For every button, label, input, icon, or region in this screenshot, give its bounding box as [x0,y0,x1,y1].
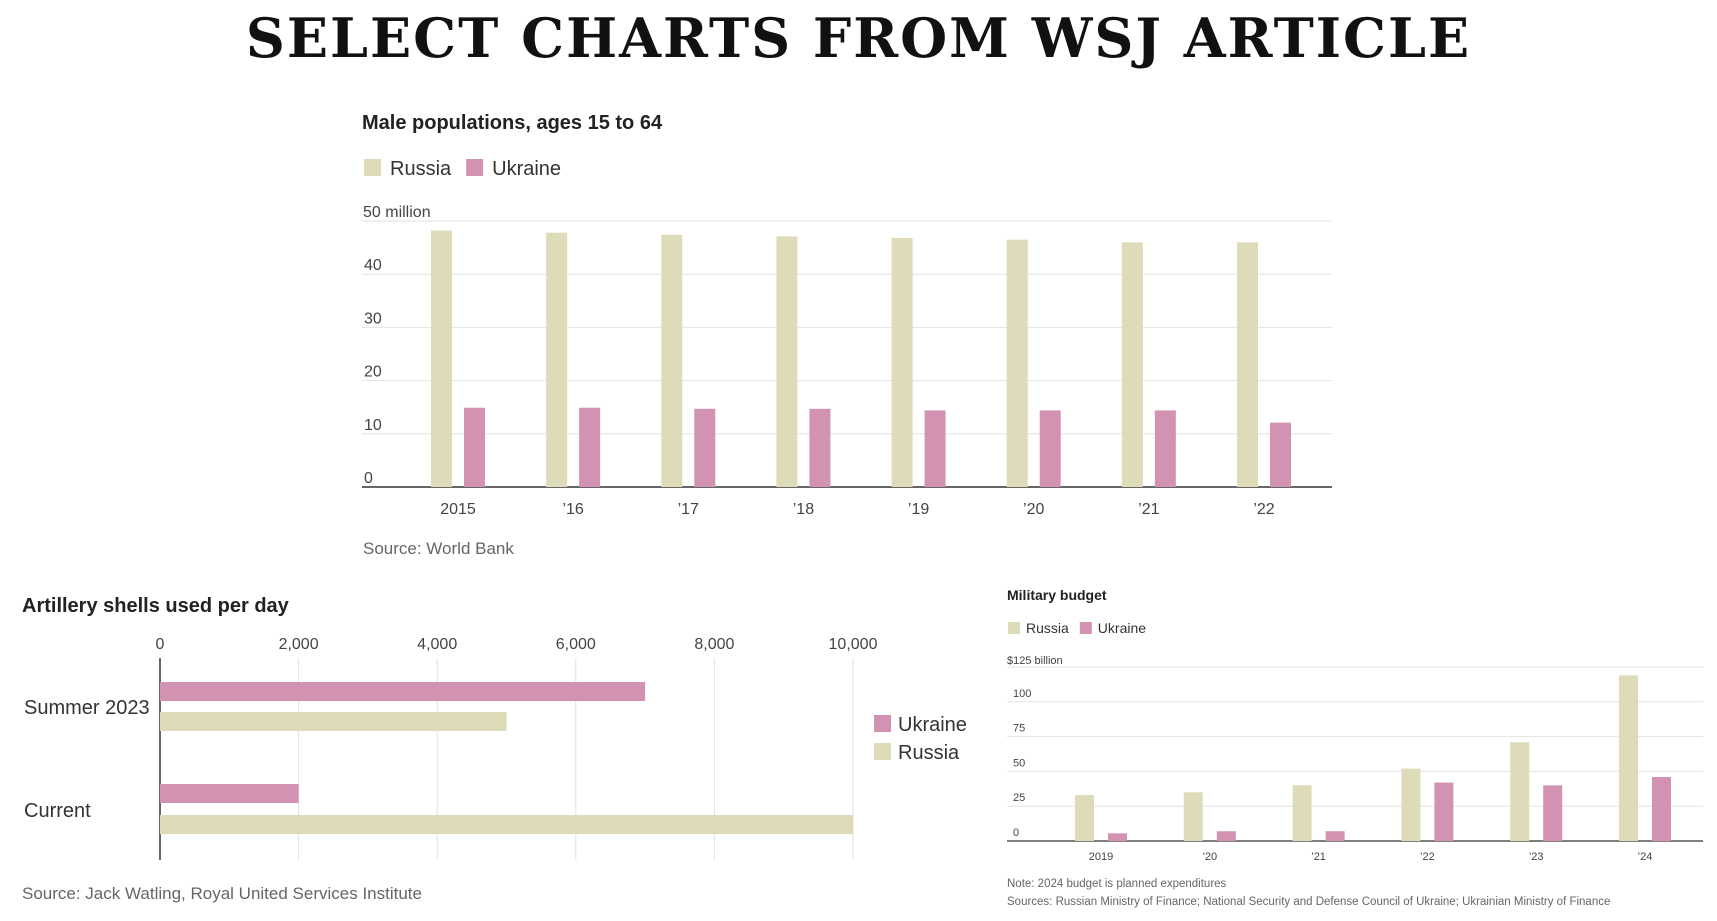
chart2-legend-label-russia: Russia [898,742,960,764]
chart3-bar-russia [1075,795,1094,841]
chart1-bar-russia [1121,242,1143,487]
chart1-y-tick-label: 30 [364,310,382,327]
chart1-y-tick-label: 0 [364,470,373,487]
chart3-x-tick-label: ’23 [1529,851,1544,863]
chart1-x-tick-label: ’22 [1253,501,1274,518]
chart2-category-label: Summer 2023 [24,697,150,719]
chart3-bar-russia [1292,785,1312,841]
chart1-x-tick-label: 2015 [440,501,476,518]
chart1-bar-ukraine [694,408,716,487]
chart2-bar-russia [160,815,853,834]
chart3-y-tick-label: 0 [1013,827,1019,839]
chart1-bar-ukraine [1270,422,1291,487]
chart1-x-tick-label: ’18 [793,501,814,518]
chart1-legend-label-russia: Russia [390,158,452,180]
chart1-bar-ukraine [579,407,601,487]
chart1-bar-ukraine [1039,410,1061,487]
chart1-bar-russia [776,236,798,487]
chart1-bar-ukraine [1154,410,1176,487]
chart2-x-tick-label: 0 [156,636,165,653]
chart1-bar-russia [891,238,913,487]
chart1-bar-ukraine [924,410,946,487]
chart1-bar-ukraine [464,407,485,487]
chart2-legend-label-ukraine: Ukraine [898,714,967,736]
chart2-legend-swatch-ukraine [874,715,891,732]
chart1-bar-russia [1237,242,1258,487]
chart1-x-tick-label: ’20 [1023,501,1044,518]
chart1-x-tick-label: ’19 [908,501,929,518]
chart2-bar-ukraine [160,682,646,701]
chart2-bar-ukraine [160,784,299,803]
chart3-legend-label-russia: Russia [1026,620,1069,636]
chart2-x-tick-label: 2,000 [279,636,319,653]
chart3-note: Note: 2024 budget is planned expenditure… [1007,878,1227,890]
chart1-y-tick-label: 40 [364,257,382,274]
chart3-y-tick-label: 75 [1013,723,1025,735]
chart3-bar-ukraine [1325,831,1345,841]
chart1-title: Male populations, ages 15 to 64 [362,112,663,134]
chart2-legend-swatch-russia [874,743,891,760]
chart3-source: Sources: Russian Ministry of Finance; Na… [1007,896,1610,908]
chart1-legend-swatch-russia [364,159,381,176]
chart3-bar-ukraine [1543,785,1563,841]
chart3-bar-russia [1401,768,1421,841]
chart3-x-tick-label: 2019 [1089,851,1113,863]
chart3-bar-ukraine [1434,782,1454,841]
chart3-bar-ukraine [1108,833,1127,841]
chart3-y-tick-label: 25 [1013,792,1025,804]
chart3-bar-russia [1183,792,1203,841]
chart3-x-tick-label: ’21 [1311,851,1326,863]
chart2-x-tick-label: 6,000 [556,636,596,653]
page-title: SELECT CHARTS FROM WSJ ARTICLE [245,6,1472,70]
chart1-legend-label-ukraine: Ukraine [492,158,561,180]
chart3-legend-swatch-russia [1008,622,1020,634]
chart1-source: Source: World Bank [363,539,514,558]
chart3-title: Military budget [1007,587,1107,603]
chart3-bar-russia [1510,742,1530,841]
chart3-bar-ukraine [1216,831,1236,841]
chart1-bar-russia [431,230,452,488]
chart1-bar-ukraine [809,408,831,487]
chart1-bar-russia [661,234,683,487]
chart3-legend-label-ukraine: Ukraine [1098,620,1146,636]
chart3-x-tick-label: ’24 [1638,851,1653,863]
chart1-x-tick-label: ’17 [678,501,699,518]
chart3-bar-ukraine [1652,776,1671,841]
chart2-bar-russia [160,712,507,731]
chart1-y-top-label: 50 million [363,204,431,221]
chart1-bar-russia [546,232,568,487]
chart2-x-tick-label: 8,000 [694,636,734,653]
chart1-bar-russia [1006,239,1028,487]
chart3-y-top-label: $125 billion [1007,655,1063,667]
chart2-title: Artillery shells used per day [22,595,290,617]
chart2-x-tick-label: 10,000 [829,636,878,653]
chart1-y-tick-label: 20 [364,364,382,381]
chart3-bar-russia [1619,675,1638,841]
chart3-legend-swatch-ukraine [1079,622,1092,634]
chart2-x-tick-label: 4,000 [417,636,457,653]
chart1-legend-swatch-ukraine [466,159,484,176]
chart1-x-tick-label: ’16 [562,501,583,518]
chart1-x-tick-label: ’21 [1138,501,1159,518]
chart3-y-tick-label: 50 [1013,757,1025,769]
chart3-x-tick-label: ’20 [1202,851,1217,863]
chart1-y-tick-label: 10 [364,417,382,434]
chart3-x-tick-label: ’22 [1420,851,1435,863]
chart3-y-tick-label: 100 [1013,688,1031,700]
chart2-source: Source: Jack Watling, Royal United Servi… [22,884,422,903]
chart2-category-label: Current [24,800,91,822]
